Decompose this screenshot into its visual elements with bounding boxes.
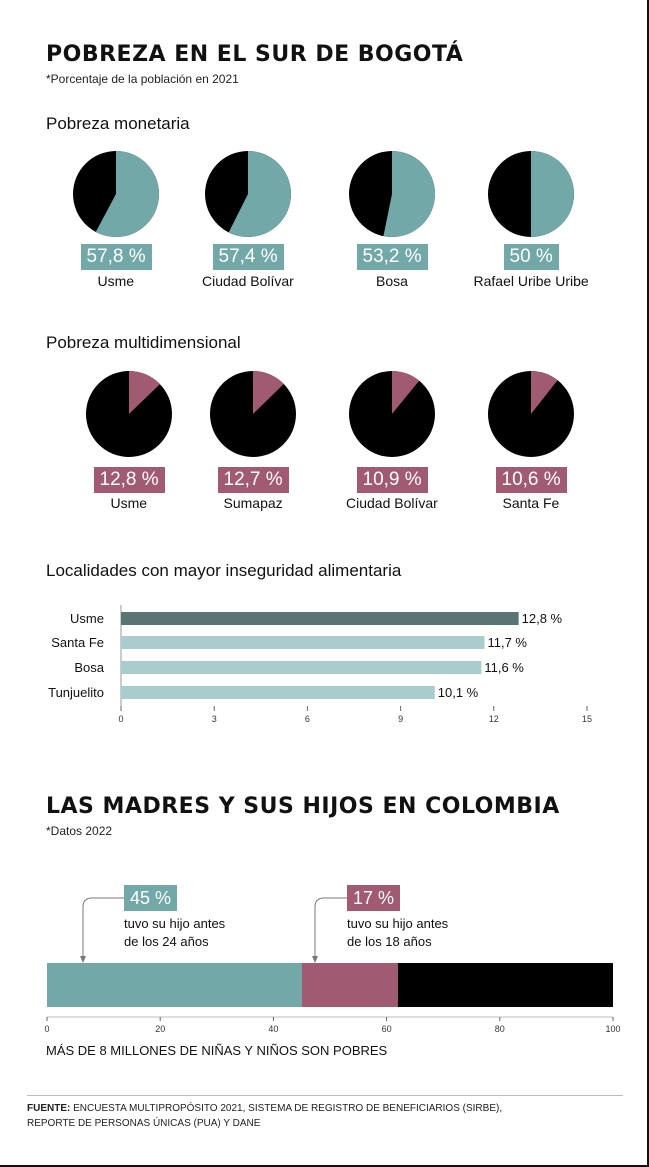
callout-45-connector: [82, 897, 124, 960]
pie-2: [348, 150, 436, 243]
pie-2: [348, 370, 436, 463]
pie-value-slice: [531, 151, 574, 237]
callout-17-badge: 17 %: [347, 885, 401, 911]
bar-value-label: 10,1 %: [438, 685, 479, 700]
source-line1: ENCUESTA MULTIPROPÓSITO 2021, SISTEMA DE…: [70, 1103, 503, 1114]
pie-category-label: Sumapaz: [223, 495, 283, 511]
pie-0: [72, 150, 160, 243]
pie-category-label: Bosa: [376, 273, 408, 289]
pie-value-label: 12,8 %: [93, 467, 165, 493]
x-tick-label: 9: [398, 714, 403, 724]
pie-1: [204, 150, 292, 243]
mothers-subtitle: *Datos 2022: [46, 824, 113, 838]
pie-chart: [488, 371, 574, 457]
bar-value-label: 11,6 %: [484, 660, 524, 675]
x-tick-label: 0: [118, 714, 123, 724]
pie-value-slice: [253, 371, 284, 414]
x-tick-label: 60: [382, 1024, 392, 1034]
food-bar-chart: Usme 12,8 % Santa Fe 11,7 % Bosa 11,6 % Tunjue…: [48, 605, 592, 724]
bar: [121, 612, 519, 625]
x-tick-label: 0: [44, 1024, 49, 1034]
bar-value-label: 12,8 %: [522, 611, 563, 626]
callout-45-line2: de los 24 años: [124, 934, 209, 949]
bar-category-label: Tunjuelito: [48, 685, 104, 700]
stacked-bar-segment: [397, 963, 613, 1007]
pie-value-label: 12,7 %: [217, 467, 289, 493]
x-tick-label: 12: [489, 714, 499, 724]
x-tick-label: 15: [582, 714, 592, 724]
pie-value-slice: [392, 371, 420, 414]
pie-value-label: 50 %: [503, 244, 559, 270]
bar: [121, 636, 485, 649]
bar-category-label: Santa Fe: [51, 635, 104, 650]
bar-value-label: 11,7 %: [487, 635, 527, 650]
page-subtitle: *Porcentaje de la población en 2021: [46, 72, 239, 86]
bar-category-label: Usme: [70, 611, 104, 626]
pie-value-slice: [531, 371, 558, 414]
pie-value-slice: [95, 151, 159, 237]
pie-chart: [86, 371, 172, 457]
bar-category-label: Bosa: [74, 660, 104, 675]
callout-17-arrow: [312, 956, 318, 963]
pie-0: [85, 370, 173, 463]
pie-3: [487, 370, 575, 463]
pie-chart: [205, 151, 291, 237]
pie-category-label: Usme: [110, 495, 148, 511]
x-tick-label: 100: [605, 1024, 620, 1034]
pie-value-label: 57,4 %: [212, 244, 284, 270]
callout-45-line1: tuvo su hijo antes: [124, 916, 226, 931]
pie-value-label: 10,6 %: [495, 467, 567, 493]
pie-category-label: Usme: [97, 273, 135, 289]
pie-value-label: 10,9 %: [356, 467, 428, 493]
pie-category-label: Santa Fe: [502, 495, 560, 511]
callout-17-connector: [314, 897, 347, 960]
pie-value-slice: [129, 371, 160, 414]
x-tick-label: 3: [212, 714, 217, 724]
stacked-bar-segment: [301, 963, 398, 1007]
stacked-bar-segment: [47, 963, 302, 1007]
mothers-stacked-bar: 0 20 40 60 80 100: [44, 897, 621, 1034]
pie-category-label: Ciudad Bolívar: [346, 495, 438, 511]
x-tick-label: 6: [305, 714, 310, 724]
pie-category-label: Ciudad Bolívar: [202, 273, 294, 289]
pie-chart: [210, 371, 296, 457]
source-label: FUENTE:: [27, 1103, 71, 1114]
food-heading: Localidades con mayor inseguridad alimen…: [46, 561, 402, 580]
pie-value-slice: [383, 151, 435, 237]
x-tick-label: 80: [495, 1024, 505, 1034]
callout-17-line2: de los 18 años: [347, 934, 432, 949]
pie-chart: [488, 151, 574, 237]
pie-value-slice: [228, 151, 291, 237]
pie-chart: [349, 371, 435, 457]
source-line2: REPORTE DE PERSONAS ÚNICAS (PUA) Y DANE: [27, 1118, 261, 1129]
pie-3: [487, 150, 575, 243]
multidim-heading: Pobreza multidimensional: [46, 333, 241, 352]
callout-45-arrow: [80, 956, 86, 963]
pie-chart: [349, 151, 435, 237]
mothers-title: LAS MADRES Y SUS HIJOS EN COLOMBIA: [46, 794, 560, 819]
pie-1: [209, 370, 297, 463]
page-title: POBREZA EN EL SUR DE BOGOTÁ: [46, 42, 464, 67]
pie-category-label: Rafael Uribe Uribe: [473, 273, 589, 289]
mothers-caption: MÁS DE 8 MILLONES DE NIÑAS Y NIÑOS SON P…: [46, 1043, 388, 1058]
bar: [121, 661, 482, 674]
pie-value-label: 57,8 %: [80, 244, 152, 270]
callout-45-badge: 45 %: [124, 885, 178, 911]
source-divider: [27, 1095, 623, 1096]
source-text: FUENTE: ENCUESTA MULTIPROPÓSITO 2021, SI…: [27, 1101, 502, 1131]
x-tick-label: 20: [155, 1024, 165, 1034]
pie-value-label: 53,2 %: [356, 244, 428, 270]
monetary-heading: Pobreza monetaria: [46, 114, 190, 133]
pie-chart: [73, 151, 159, 237]
bar: [121, 686, 435, 699]
x-tick-label: 40: [268, 1024, 278, 1034]
callout-17-line1: tuvo su hijo antes: [347, 916, 449, 931]
